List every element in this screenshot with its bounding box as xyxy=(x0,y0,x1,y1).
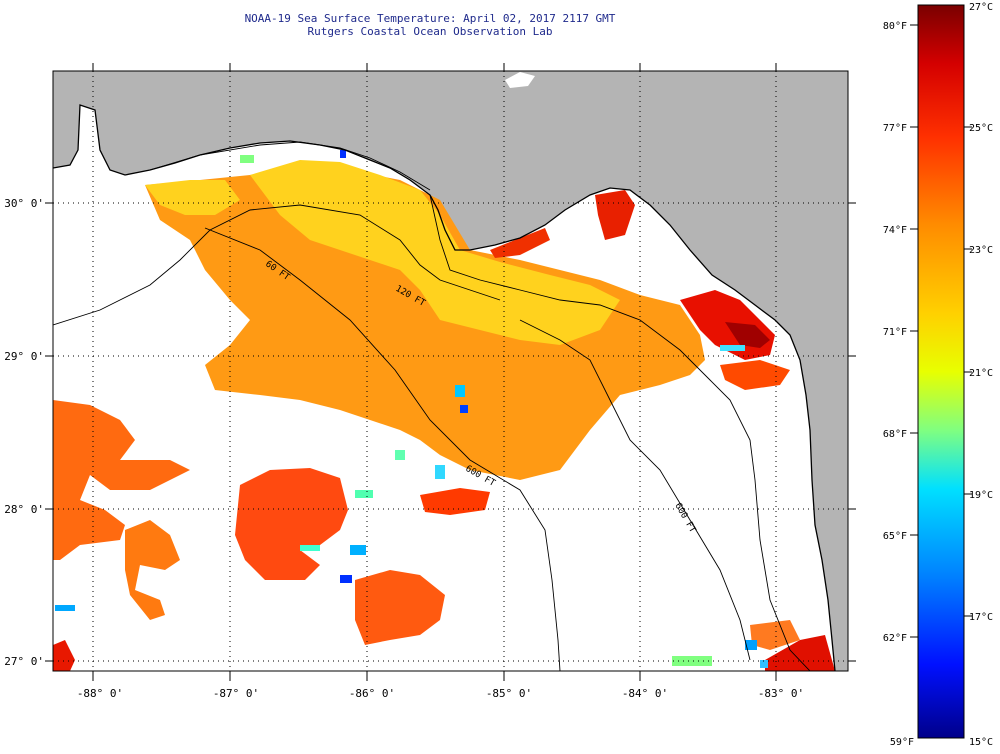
lake xyxy=(505,72,535,88)
axis-ticks xyxy=(45,63,856,681)
colorbar-f-label: 68°F xyxy=(883,429,907,440)
colorbar-f-label: 74°F xyxy=(883,225,907,236)
sst-west-patch xyxy=(53,400,190,560)
colorbar-c-label: 15°C xyxy=(969,737,993,748)
lat-label: 28° 0' xyxy=(4,503,44,516)
land-mass xyxy=(53,71,848,671)
lon-label: -85° 0' xyxy=(486,687,532,700)
cold-spots xyxy=(55,150,768,668)
lon-label: -88° 0' xyxy=(77,687,123,700)
coastline xyxy=(53,104,836,671)
map-title: NOAA-19 Sea Surface Temperature: April 0… xyxy=(244,12,616,25)
nearshore-white xyxy=(53,105,150,240)
sst-se-patch xyxy=(750,620,800,650)
lon-label: -86° 0' xyxy=(349,687,395,700)
colorbar-f-label: 62°F xyxy=(883,633,907,644)
graticule xyxy=(53,71,848,671)
sst-red-north xyxy=(595,190,635,240)
colorbar-f-label: 59°F xyxy=(890,737,914,748)
sst-main-orange xyxy=(145,165,705,480)
lat-label: 30° 0' xyxy=(4,197,44,210)
plot-area: 60 FT 120 FT 600 FT 600 FT xyxy=(53,71,848,671)
colorbar-c-label: 23°C xyxy=(969,245,993,256)
lon-label: -84° 0' xyxy=(622,687,668,700)
sst-red-coast xyxy=(720,360,790,390)
colorbar-c-label: 25°C xyxy=(969,123,993,134)
colorbar-f-label: 80°F xyxy=(883,21,907,32)
sst-central-red xyxy=(235,468,348,580)
colorbar-c-label: 19°C xyxy=(969,490,993,501)
map-subtitle: Rutgers Coastal Ocean Observation Lab xyxy=(307,25,553,38)
sst-mid-red xyxy=(420,488,490,515)
sst-red-apalachicola xyxy=(490,228,550,258)
sst-sw-corner xyxy=(53,640,75,671)
lat-label: 29° 0' xyxy=(4,350,44,363)
colorbar-ticks xyxy=(910,24,972,638)
colorbar-c-label: 21°C xyxy=(969,368,993,379)
colorbar xyxy=(917,4,965,739)
colorbar-c-label: 27°C xyxy=(969,2,993,13)
sst-yellow-band xyxy=(250,160,620,345)
sst-west-patch-2 xyxy=(125,520,180,620)
sst-yellow-west xyxy=(145,180,240,215)
colorbar-f-label: 77°F xyxy=(883,123,907,134)
sst-se-corner xyxy=(765,635,835,671)
lat-label: 27° 0' xyxy=(4,655,44,668)
depth-contours xyxy=(53,141,811,671)
sst-south-red xyxy=(355,570,445,645)
plot-frame xyxy=(52,70,849,672)
lon-label: -83° 0' xyxy=(758,687,804,700)
sst-darkred-bigbend xyxy=(725,322,770,348)
colorbar-f-label: 65°F xyxy=(883,531,907,542)
lon-label: -87° 0' xyxy=(213,687,259,700)
colorbar-c-label: 17°C xyxy=(969,612,993,623)
colorbar-f-label: 71°F xyxy=(883,327,907,338)
